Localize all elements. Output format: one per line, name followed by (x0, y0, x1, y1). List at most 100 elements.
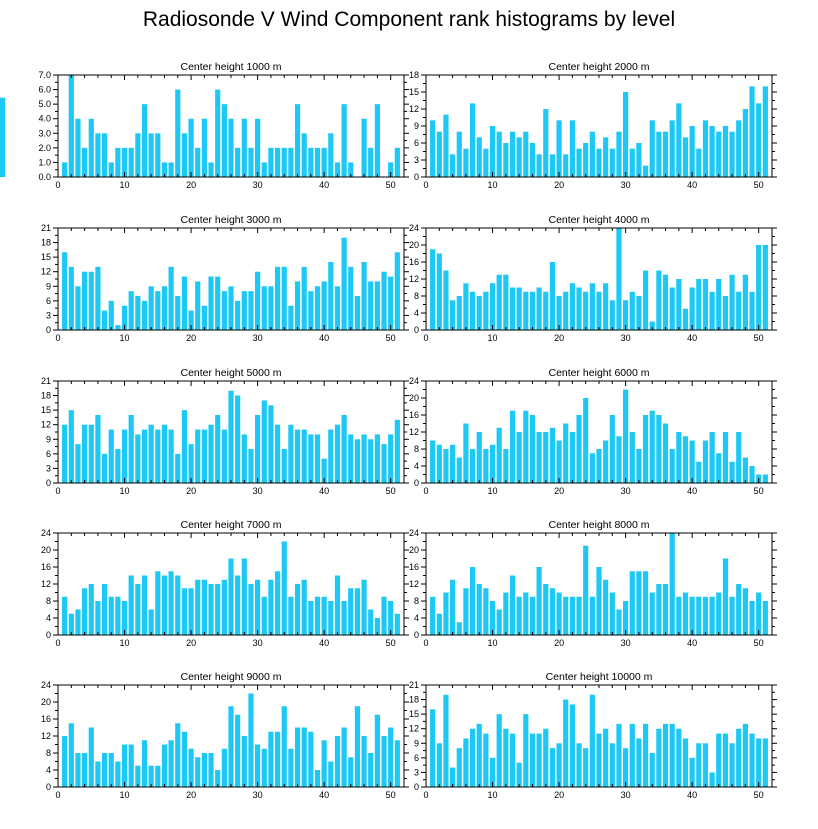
histogram-bar (609, 592, 615, 635)
histogram-bar (95, 133, 101, 177)
y-tick-label: 6 (46, 296, 51, 306)
panel-title: Center height 2000 m (549, 61, 650, 73)
histogram-bar (729, 274, 735, 330)
histogram-bar (682, 738, 689, 787)
histogram-bar (503, 728, 509, 787)
histogram-bar (328, 429, 334, 483)
panel-title: Center height 4000 m (549, 214, 650, 226)
x-tick-label: 10 (120, 486, 130, 496)
x-tick-label: 10 (488, 790, 498, 800)
histogram-bar (596, 733, 602, 787)
histogram-bar (62, 736, 68, 787)
histogram-bar (195, 147, 201, 177)
histogram-bar (208, 162, 214, 177)
histogram-bar (656, 415, 662, 483)
x-tick-label: 0 (55, 180, 60, 190)
histogram-bar (543, 432, 549, 483)
histogram-bar (489, 283, 496, 330)
y-tick-label: 12 (409, 579, 419, 589)
histogram-bar (476, 432, 482, 483)
histogram-bar (374, 434, 380, 483)
histogram-bar (274, 731, 281, 787)
histogram-bar (361, 579, 367, 635)
y-tick-label: 20 (41, 545, 51, 555)
histogram-bar (702, 440, 709, 483)
histogram-bar (623, 389, 629, 483)
histogram-bar (616, 436, 622, 483)
histogram-bar (576, 287, 582, 330)
histogram-bar (148, 133, 154, 177)
histogram-bar (221, 579, 227, 635)
histogram-bar (308, 291, 314, 330)
histogram-bar (689, 596, 695, 635)
histogram-bar (341, 727, 347, 787)
x-tick-label: 50 (386, 790, 396, 800)
histogram-bar (636, 571, 642, 635)
histogram-bar (221, 104, 227, 177)
histogram-bar (682, 137, 689, 177)
histogram-bar (509, 575, 516, 635)
histogram-bar (394, 740, 400, 787)
histogram-bar (529, 291, 536, 330)
histogram-bar (248, 693, 254, 787)
histogram-bar (749, 291, 755, 330)
histogram-bar (669, 533, 675, 635)
histogram-bar (241, 434, 247, 483)
main-title: Radiosonde V Wind Component rank histogr… (142, 8, 676, 31)
histogram-bar (430, 709, 436, 787)
histogram-bar (443, 270, 449, 330)
histogram-bar (135, 296, 141, 330)
histogram-bar (556, 120, 562, 177)
histogram-bar (549, 588, 556, 635)
histogram-bar (476, 584, 482, 635)
histogram-bar (255, 415, 261, 483)
histogram-bar (294, 104, 301, 177)
y-tick-label: 6 (414, 753, 419, 763)
histogram-bar (261, 286, 267, 330)
histogram-bar (241, 118, 247, 177)
chart-panel: Center height 8000 m 0 10 20 30 40 50 0 4 8 12 16 20… (409, 519, 777, 648)
histogram-bar (642, 165, 649, 177)
y-tick-label: 24 (409, 528, 419, 538)
histogram-bar (469, 103, 476, 177)
histogram-bar (662, 723, 669, 787)
histogram-bar (509, 131, 516, 177)
histogram-bar (281, 706, 287, 787)
y-tick-label: 6.0 (38, 85, 51, 95)
histogram-bar (148, 765, 154, 787)
histogram-bar (175, 453, 181, 483)
histogram-bar (749, 601, 755, 635)
histogram-bar (556, 296, 562, 330)
histogram-bar (589, 694, 595, 787)
x-tick-label: 40 (687, 638, 697, 648)
panel-title: Center height 10000 m (546, 671, 653, 683)
histogram-bar (328, 262, 334, 330)
histogram-bar (450, 154, 456, 177)
x-tick-label: 20 (554, 790, 564, 800)
y-tick-label: 12 (409, 724, 419, 734)
x-tick-label: 10 (488, 333, 498, 343)
histogram-bar (294, 281, 301, 330)
histogram-bar (549, 427, 556, 483)
histogram-bar (301, 429, 307, 483)
histogram-bar (128, 291, 134, 330)
histogram-bar (543, 291, 549, 330)
histogram-bar (516, 287, 522, 330)
histogram-bar (716, 453, 722, 483)
histogram-bar (281, 147, 287, 177)
histogram-bar (603, 137, 609, 177)
histogram-bar (255, 579, 261, 635)
y-tick-label: 18 (409, 695, 419, 705)
histogram-bar (716, 131, 722, 177)
histogram-bar (649, 410, 655, 483)
x-tick-label: 10 (488, 638, 498, 648)
histogram-bar (616, 609, 622, 635)
histogram-bar (736, 728, 742, 787)
y-tick-label: 9 (414, 738, 419, 748)
y-tick-label: 8 (46, 596, 51, 606)
chart-panel: Center height 10000 m 0 10 20 30 40 50 0 3 6 9 12 15… (409, 671, 777, 800)
histogram-bar (430, 120, 436, 177)
histogram-bar (756, 103, 762, 177)
histogram-bar (62, 596, 68, 635)
